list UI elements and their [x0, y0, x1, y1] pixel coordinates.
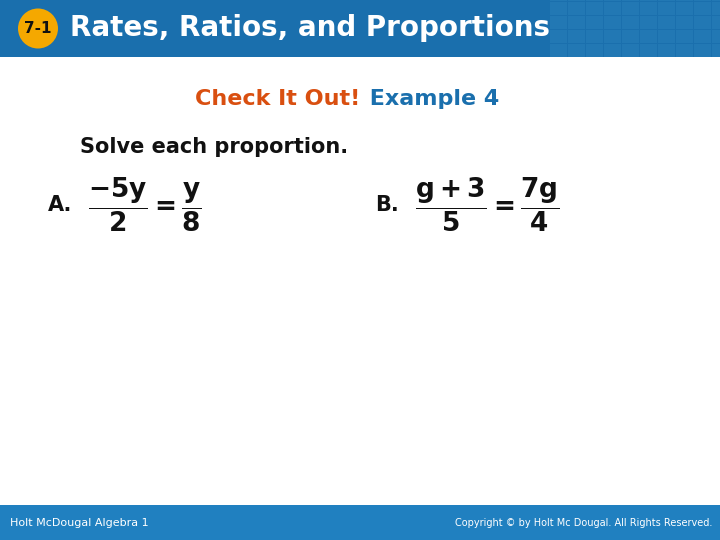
Bar [712, 0, 720, 1]
Text: Example 4: Example 4 [362, 89, 499, 109]
Text: Solve each proportion.: Solve each proportion. [80, 137, 348, 157]
Bar [568, 16, 585, 29]
Bar [694, 16, 711, 29]
Text: Check It Out!: Check It Out! [194, 89, 360, 109]
Text: 7-1: 7-1 [24, 21, 52, 36]
Bar [604, 2, 621, 15]
Circle shape [18, 9, 58, 49]
Bar [586, 30, 603, 43]
Bar [658, 16, 675, 29]
Bar [604, 0, 621, 1]
Bar [676, 30, 693, 43]
Bar [622, 44, 639, 57]
Text: A.: A. [48, 195, 73, 215]
Text: $\mathbf{\dfrac{-5y}{2} = \dfrac{y}{8}}$: $\mathbf{\dfrac{-5y}{2} = \dfrac{y}{8}}$ [88, 176, 202, 234]
Bar [622, 2, 639, 15]
Bar [712, 2, 720, 15]
Bar [640, 44, 657, 57]
Bar [658, 44, 675, 57]
Text: Copyright © by Holt Mc Dougal. All Rights Reserved.: Copyright © by Holt Mc Dougal. All Right… [454, 517, 712, 528]
Bar [694, 2, 711, 15]
Bar [568, 30, 585, 43]
Text: B.: B. [375, 195, 399, 215]
Bar [550, 16, 567, 29]
Bar [640, 2, 657, 15]
Text: Rates, Ratios, and Proportions: Rates, Ratios, and Proportions [70, 15, 550, 43]
Bar [550, 0, 567, 1]
Bar [586, 2, 603, 15]
Bar [694, 0, 711, 1]
Bar [676, 2, 693, 15]
Text: $\mathbf{\dfrac{g+3}{5} = \dfrac{7g}{4}}$: $\mathbf{\dfrac{g+3}{5} = \dfrac{7g}{4}}… [415, 176, 559, 234]
Bar [622, 30, 639, 43]
Bar [0, 0, 720, 57]
Bar [712, 44, 720, 57]
Bar [586, 16, 603, 29]
Bar [0, 505, 720, 540]
Bar [640, 30, 657, 43]
Bar [640, 0, 657, 1]
Bar [676, 16, 693, 29]
Bar [550, 2, 567, 15]
Bar [658, 0, 675, 1]
Bar [622, 16, 639, 29]
Bar [676, 44, 693, 57]
Bar [712, 16, 720, 29]
Bar [550, 44, 567, 57]
Bar [622, 0, 639, 1]
Bar [568, 44, 585, 57]
Bar [586, 0, 603, 1]
Bar [658, 30, 675, 43]
Bar [604, 44, 621, 57]
Bar [712, 30, 720, 43]
Bar [586, 44, 603, 57]
Bar [694, 30, 711, 43]
Bar [658, 2, 675, 15]
Text: Holt McDougal Algebra 1: Holt McDougal Algebra 1 [10, 517, 148, 528]
Bar [676, 0, 693, 1]
Bar [550, 30, 567, 43]
Bar [604, 16, 621, 29]
Bar [604, 30, 621, 43]
Bar [640, 16, 657, 29]
Bar [568, 2, 585, 15]
Bar [694, 44, 711, 57]
Bar [568, 0, 585, 1]
